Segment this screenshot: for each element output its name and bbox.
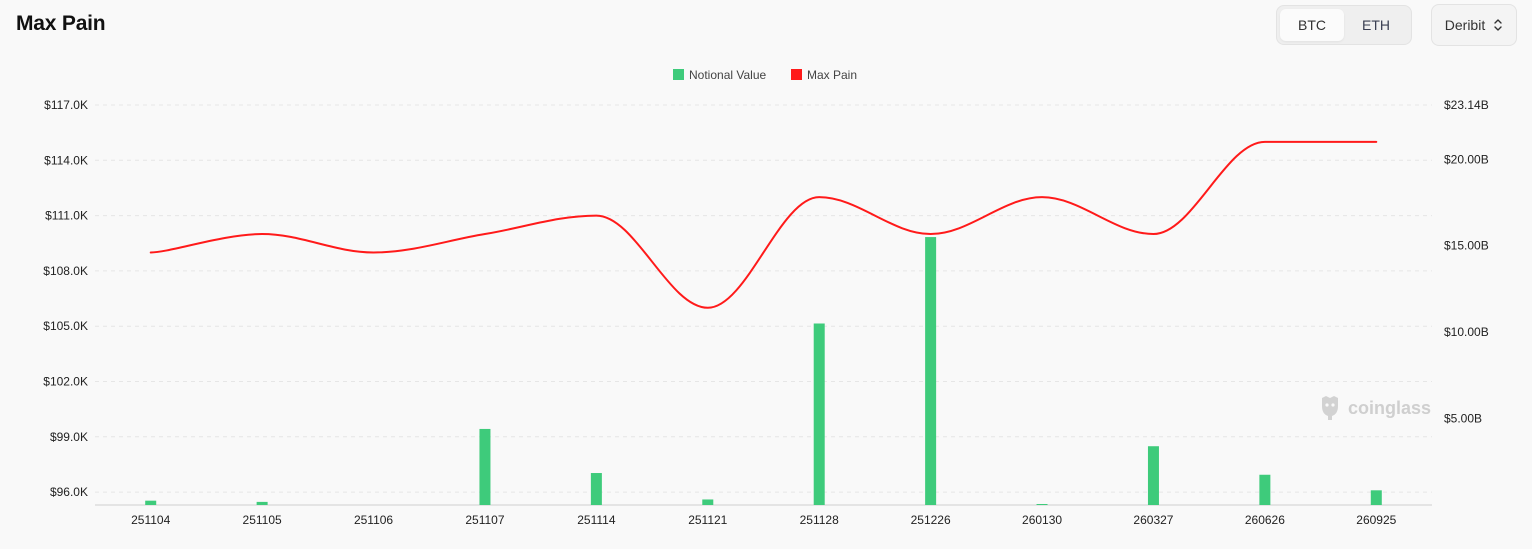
notional-value-bar[interactable] bbox=[1370, 490, 1382, 505]
y-left-tick-label: $96.0K bbox=[50, 485, 88, 499]
x-tick-label: 251226 bbox=[911, 513, 951, 527]
y-left-tick-label: $114.0K bbox=[44, 153, 88, 167]
x-tick-label: 251107 bbox=[465, 513, 504, 527]
y-right-tick-label: $10.00B bbox=[1444, 325, 1489, 339]
page-title: Max Pain bbox=[16, 12, 106, 35]
y-left-tick-label: $108.0K bbox=[43, 264, 88, 278]
y-left-tick-label: $102.0K bbox=[43, 374, 88, 388]
exchange-select[interactable]: Deribit bbox=[1431, 4, 1517, 46]
x-tick-label: 251104 bbox=[131, 513, 170, 527]
notional-value-bar[interactable] bbox=[1259, 474, 1271, 505]
legend-label[interactable]: Max Pain bbox=[807, 68, 857, 82]
x-tick-label: 260130 bbox=[1022, 513, 1062, 527]
legend-swatch bbox=[673, 69, 684, 80]
notional-value-bar[interactable] bbox=[256, 501, 268, 505]
x-tick-label: 260925 bbox=[1356, 513, 1396, 527]
notional-value-bar[interactable] bbox=[702, 499, 714, 505]
notional-value-bar[interactable] bbox=[925, 237, 937, 506]
y-right-tick-label: $23.14B bbox=[1444, 98, 1489, 112]
asset-toggle: BTC ETH bbox=[1276, 5, 1412, 45]
notional-value-bar[interactable] bbox=[813, 323, 825, 505]
notional-value-bar[interactable] bbox=[1036, 504, 1048, 505]
x-tick-label: 251105 bbox=[243, 513, 282, 527]
x-tick-label: 251106 bbox=[354, 513, 393, 527]
legend-swatch bbox=[791, 69, 802, 80]
y-right-tick-label: $20.00B bbox=[1444, 152, 1489, 166]
y-left-tick-label: $117.0K bbox=[44, 98, 88, 112]
notional-value-bar[interactable] bbox=[590, 473, 602, 505]
y-right-tick-label: $5.00B bbox=[1444, 412, 1482, 426]
y-left-tick-label: $99.0K bbox=[50, 430, 88, 444]
chevron-updown-icon bbox=[1494, 19, 1502, 31]
x-tick-label: 251121 bbox=[688, 513, 727, 527]
asset-btc-button[interactable]: BTC bbox=[1280, 9, 1344, 41]
y-left-tick-label: $111.0K bbox=[45, 209, 88, 223]
coinglass-watermark: coinglass bbox=[1318, 394, 1431, 422]
notional-value-bar[interactable] bbox=[479, 428, 491, 505]
watermark-text: coinglass bbox=[1348, 397, 1432, 418]
notional-value-bar[interactable] bbox=[145, 500, 157, 505]
y-left-tick-label: $105.0K bbox=[43, 319, 88, 333]
y-right-tick-label: $15.00B bbox=[1444, 239, 1489, 253]
coinglass-logo-icon bbox=[1322, 396, 1338, 420]
notional-value-bar[interactable] bbox=[1147, 446, 1159, 505]
x-tick-label: 260626 bbox=[1245, 513, 1285, 527]
x-tick-label: 251114 bbox=[577, 513, 616, 527]
legend-label[interactable]: Notional Value bbox=[689, 68, 766, 82]
asset-eth-button[interactable]: ETH bbox=[1362, 17, 1390, 33]
x-tick-label: 260327 bbox=[1133, 513, 1173, 527]
x-tick-label: 251128 bbox=[800, 513, 839, 527]
exchange-select-label: Deribit bbox=[1444, 17, 1486, 33]
max-pain-line bbox=[149, 140, 1378, 309]
